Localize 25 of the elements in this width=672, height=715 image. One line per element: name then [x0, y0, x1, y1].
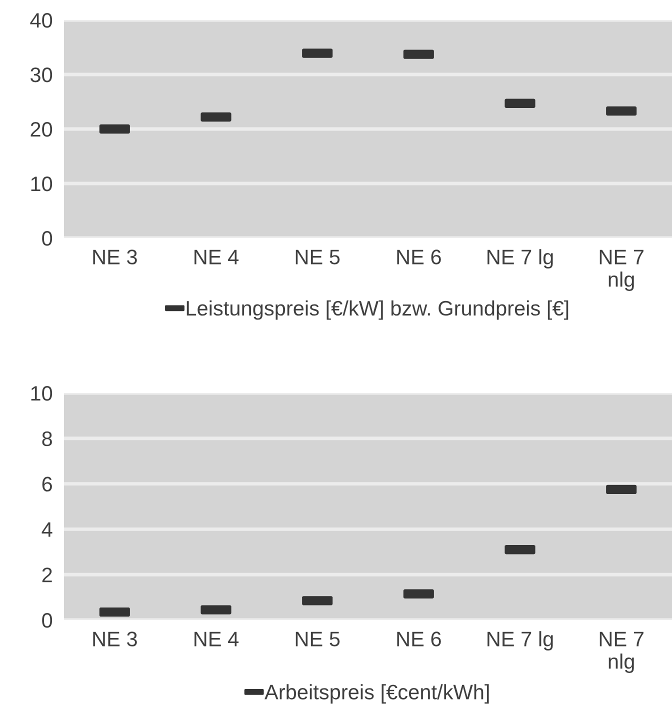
- x-tick-label: NE 4: [194, 632, 239, 646]
- x-tick-label: NE 7 nlg: [600, 632, 644, 673]
- legend-label: Arbeitspreis [€cent/kWh]: [264, 684, 489, 704]
- y-tick-label: 10: [31, 176, 52, 192]
- y-tick-label: 10: [31, 386, 52, 401]
- x-tick-label: NE 5: [296, 250, 340, 264]
- y-tick-label: 40: [30, 13, 52, 28]
- y-tick-label: 0: [42, 613, 52, 628]
- x-tick-label: NE 7 lg: [488, 249, 553, 269]
- x-tick-label: NE 6: [397, 632, 441, 646]
- x-tick-label: NE 4: [194, 250, 239, 264]
- y-tick-label: 0: [42, 231, 52, 246]
- x-tick-label: NE 3: [93, 250, 137, 264]
- y-tick-label: 6: [42, 476, 52, 492]
- x-tick-label: NE 7 lg: [488, 631, 553, 651]
- x-tick-label: NE 7 nlg: [600, 250, 644, 291]
- y-tick-label: 30: [30, 68, 52, 82]
- x-tick-label: NE 3: [93, 632, 137, 646]
- x-tick-label: NE 5: [296, 632, 340, 646]
- legend-label: Leistungspreis [€/kW] bzw. Grundpreis [€]: [186, 300, 568, 320]
- x-tick-label: NE 6: [397, 250, 441, 264]
- y-tick-label: 8: [42, 431, 52, 446]
- y-tick-label: 4: [42, 522, 52, 537]
- y-tick-label: 2: [42, 568, 52, 582]
- y-tick-label: 20: [30, 122, 52, 137]
